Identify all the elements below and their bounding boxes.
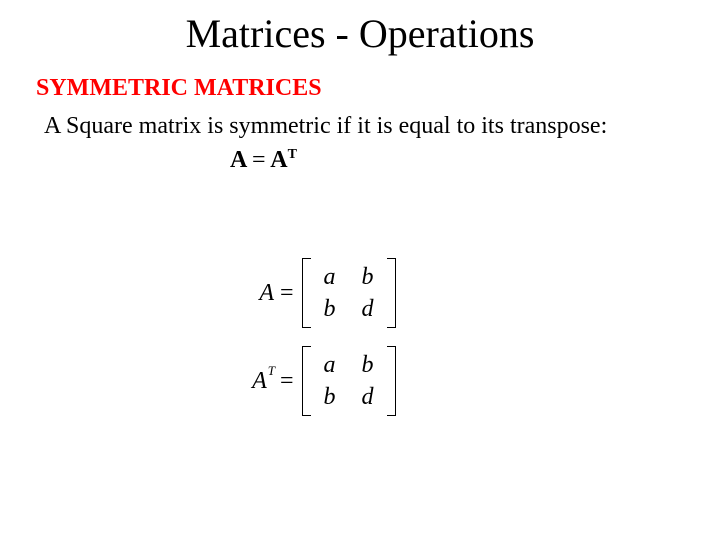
page-title: Matrices - Operations [0, 0, 720, 57]
bracket-left-icon [302, 346, 311, 416]
bracket-left-icon [302, 258, 311, 328]
cell: b [362, 264, 374, 291]
bracket-right-icon [387, 258, 396, 328]
cell: a [324, 352, 336, 379]
matrix-a-symbol: A [259, 280, 274, 307]
matrix-at-sup: T [268, 363, 275, 379]
matrix-a-cells: a b b d [311, 258, 387, 328]
formula-eq: = [252, 147, 266, 173]
matrix-at-symbol: A [252, 368, 267, 395]
cell: b [324, 296, 336, 323]
formula-right: A [270, 147, 287, 173]
matrix-at-eq: = [280, 368, 294, 395]
cell: a [324, 264, 336, 291]
matrix-at-bracket: a b b d [302, 346, 396, 416]
definition-text: A Square matrix is symmetric if it is eq… [0, 112, 720, 141]
symmetry-formula: A = AT [0, 147, 720, 174]
matrix-at-lhs: AT [226, 368, 274, 395]
matrix-a-eq: = [280, 280, 294, 307]
matrix-at-cells: a b b d [311, 346, 387, 416]
cell: d [362, 384, 374, 411]
cell: b [324, 384, 336, 411]
matrix-at-row: AT = a b b d [226, 346, 396, 416]
matrix-a-bracket: a b b d [302, 258, 396, 328]
matrix-a-lhs: A [226, 280, 274, 307]
bracket-right-icon [387, 346, 396, 416]
formula-sup: T [288, 147, 297, 162]
cell: b [362, 352, 374, 379]
matrix-a-row: A = a b b d [226, 258, 396, 328]
matrix-block: A = a b b d AT = a [226, 258, 396, 434]
slide: Matrices - Operations SYMMETRIC MATRICES… [0, 0, 720, 540]
cell: d [362, 296, 374, 323]
formula-left: A [230, 147, 246, 173]
section-subtitle: SYMMETRIC MATRICES [0, 75, 720, 102]
